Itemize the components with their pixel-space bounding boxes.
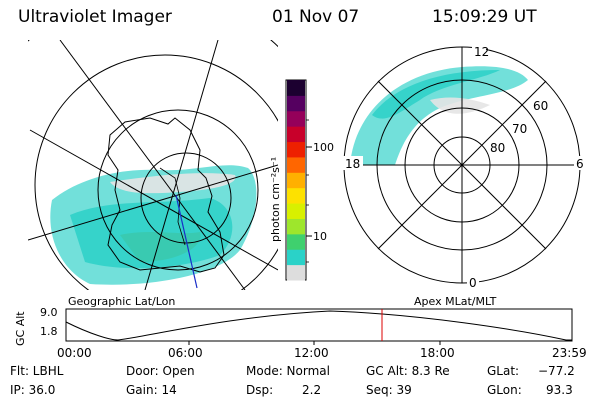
geo-lat-circle: [140, 152, 232, 244]
mlt-label-12: 12: [474, 45, 489, 59]
colorbar-stripe: [287, 141, 305, 158]
timeline-xtick: 00:00: [57, 346, 92, 360]
geo-coastline: [107, 117, 225, 273]
timeline-xtick: 12:00: [294, 346, 329, 360]
colorbar-unit-label: photon cm⁻²s⁻¹: [269, 157, 282, 242]
apex-map: 12 18 6 0 60 70 80: [343, 44, 586, 290]
time-label: 15:09:29 UT: [432, 7, 537, 27]
seq-status: Seq: 39: [366, 383, 412, 397]
colorbar-stripe: [287, 95, 305, 112]
timeline-xtick: 06:00: [168, 346, 203, 360]
dsp-value: 2.2: [302, 383, 322, 397]
glat-label: GLat:: [487, 364, 520, 378]
mlt-label-0: 0: [469, 276, 477, 290]
colorbar-stripe: [287, 110, 305, 127]
instrument-title: Ultraviolet Imager: [18, 7, 172, 27]
colorbar-stripe: [287, 187, 305, 204]
apex-map-label: Apex MLat/MLT: [414, 295, 497, 308]
colorbar: 100 10 photon cm⁻²s⁻¹: [269, 79, 334, 281]
colorbar-stripe: [287, 156, 305, 173]
mlat-label-60: 60: [533, 99, 548, 113]
geo-lat-circle: [97, 109, 259, 271]
glon-value: 93.3: [546, 383, 573, 397]
timeline-xtick: 23:59: [552, 346, 587, 360]
colorbar-stripe: [287, 249, 305, 266]
altitude-curve: [65, 310, 572, 341]
timeline-ylabel: GC Alt: [14, 311, 27, 346]
apex-emission-region: [350, 66, 528, 165]
altitude-timeline: Geographic Lat/Lon Apex MLat/MLT 9.0 1.8…: [14, 295, 587, 360]
ip-status: IP: 36.0: [10, 383, 56, 397]
colorbar-tick-10: 10: [313, 230, 327, 243]
timeline-xtick: 18:00: [420, 346, 455, 360]
mlt-label-6: 6: [576, 157, 584, 171]
colorbar-stripe: [287, 264, 305, 281]
geo-meridian: [29, 129, 278, 271]
geo-meridian: [28, 164, 278, 241]
date-label: 01 Nov 07: [272, 7, 360, 27]
dsp-label: Dsp:: [246, 383, 274, 397]
door-status: Door: Open: [126, 364, 195, 378]
gc-alt-status: GC Alt: 8.3 Re: [366, 364, 450, 378]
geo-lat-circle: [34, 54, 278, 290]
geo-track-line: [175, 194, 198, 289]
gain-status: Gain: 14: [126, 383, 177, 397]
geo-map-label: Geographic Lat/Lon: [68, 295, 175, 308]
glat-value: −77.2: [538, 364, 575, 378]
colorbar-stripe: [287, 218, 305, 235]
glon-label: GLon:: [487, 383, 522, 397]
mlt-label-18: 18: [345, 157, 360, 171]
colorbar-stripe: [287, 126, 305, 143]
colorbar-stripe: [287, 172, 305, 189]
colorbar-stripe: [287, 233, 305, 250]
mode-status: Mode: Normal: [246, 364, 330, 378]
filter-status: Flt: LBHL: [10, 364, 64, 378]
mlat-label-70: 70: [512, 122, 527, 136]
geo-meridian: [144, 40, 219, 290]
mlat-label-80: 80: [490, 141, 505, 155]
colorbar-tick-100: 100: [313, 141, 334, 154]
geo-meridian: [59, 40, 246, 290]
colorbar-stripe: [287, 80, 305, 96]
colorbar-stripe: [287, 203, 305, 219]
timeline-ytick-1.8: 1.8: [40, 325, 58, 338]
geo-map: [28, 40, 278, 290]
timeline-ytick-9: 9.0: [40, 306, 58, 319]
